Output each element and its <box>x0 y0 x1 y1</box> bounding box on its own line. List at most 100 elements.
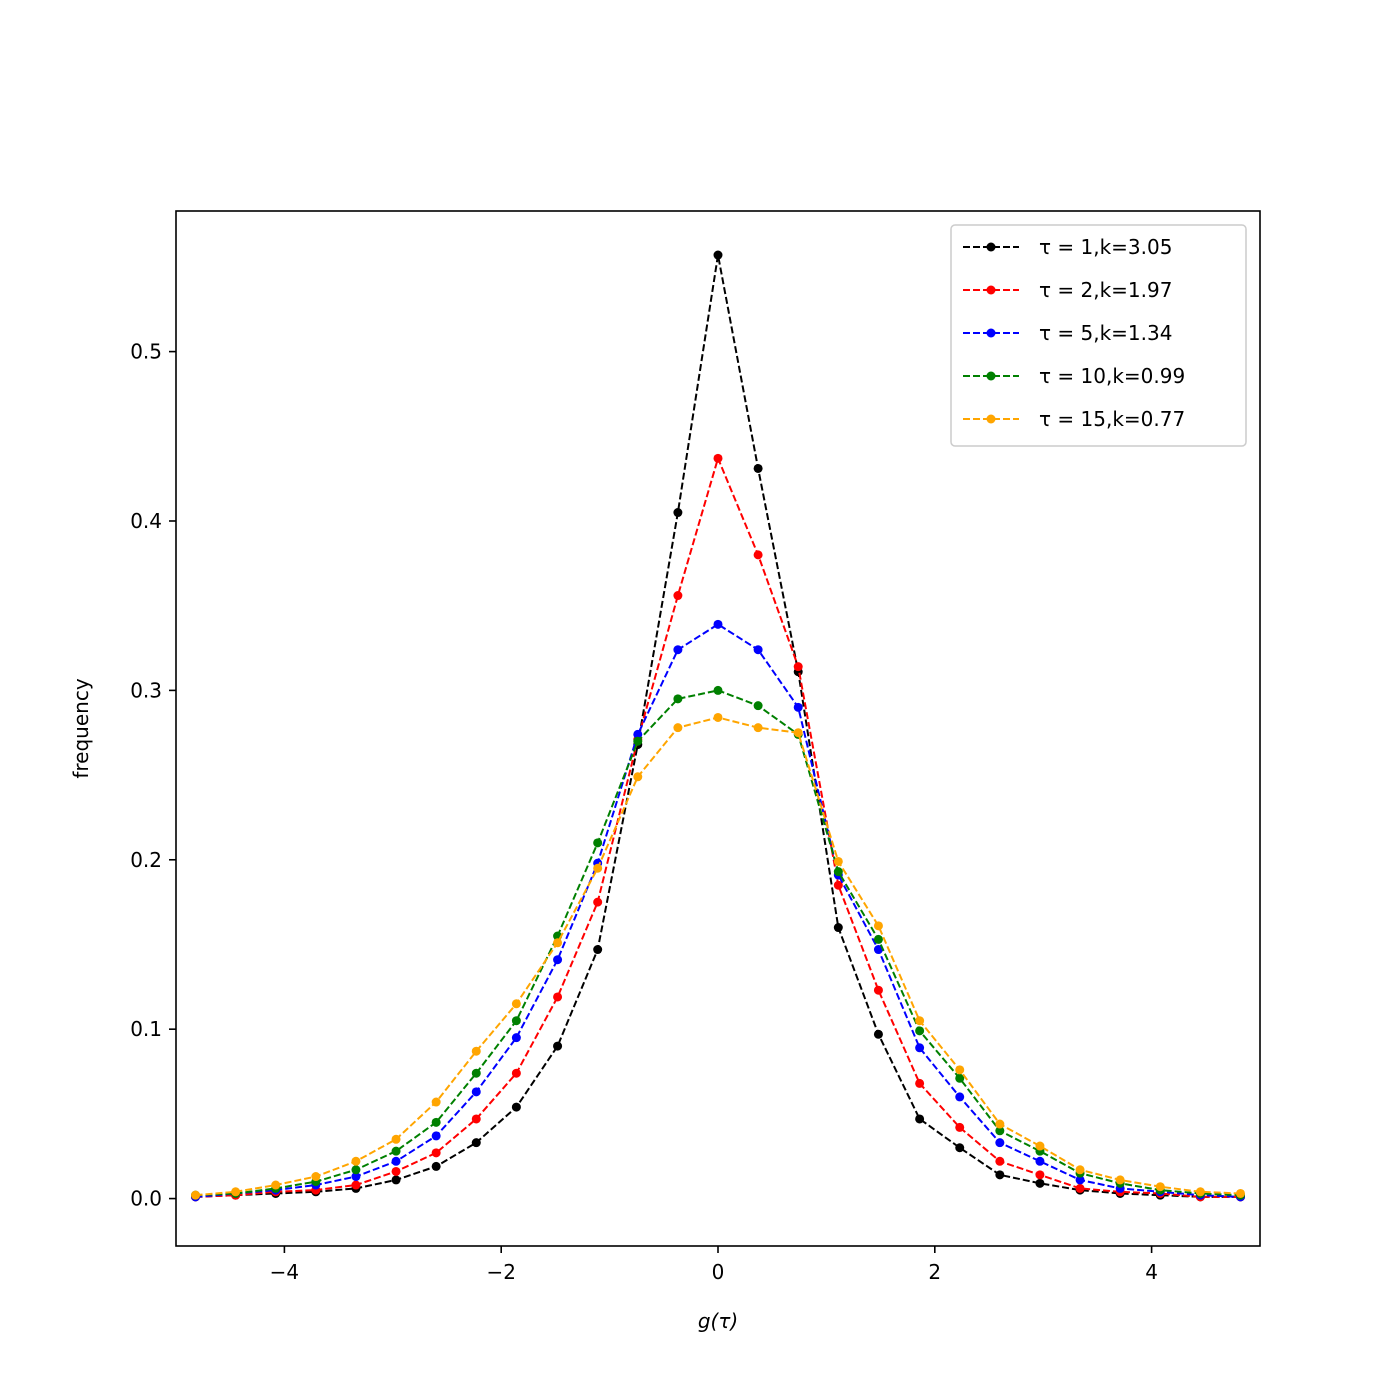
y-tick-label-1: 0.1 <box>130 1017 162 1041</box>
data-point-4-15 <box>793 728 803 738</box>
data-point-4-17 <box>873 921 883 931</box>
data-point-4-14 <box>753 723 763 733</box>
data-point-3-20 <box>995 1126 1005 1136</box>
series-line-0 <box>195 254 1241 1198</box>
data-point-4-6 <box>431 1097 441 1107</box>
data-point-3-12 <box>673 694 683 704</box>
data-point-3-19 <box>955 1073 965 1083</box>
data-point-0-12 <box>673 508 683 518</box>
legend-label-4: τ = 15,k=0.77 <box>1039 407 1185 431</box>
series-line-2 <box>195 623 1241 1198</box>
y-tick-label-5: 0.5 <box>130 340 162 364</box>
data-point-2-4 <box>351 1172 361 1182</box>
data-point-0-9 <box>553 1041 563 1051</box>
data-point-4-23 <box>1115 1175 1125 1185</box>
data-point-1-7 <box>471 1114 481 1124</box>
data-point-1-6 <box>431 1148 441 1158</box>
data-point-4-9 <box>553 938 563 948</box>
data-point-4-7 <box>471 1046 481 1056</box>
data-point-2-18 <box>915 1043 925 1053</box>
legend-label-3: τ = 10,k=0.99 <box>1039 364 1185 388</box>
data-point-1-4 <box>351 1180 361 1190</box>
legend-box <box>950 224 1247 447</box>
data-point-2-21 <box>1035 1156 1045 1166</box>
data-point-0-21 <box>1035 1178 1045 1188</box>
data-point-4-19 <box>955 1065 965 1075</box>
y-tick-label-4: 0.4 <box>130 509 162 533</box>
x-axis-label: g(τ) <box>698 1309 738 1333</box>
data-point-0-13 <box>713 250 723 260</box>
data-point-1-15 <box>793 662 803 672</box>
data-point-0-14 <box>753 463 763 473</box>
x-tick-label-4: 4 <box>1145 1260 1158 1284</box>
plot-area <box>191 250 1245 1202</box>
data-point-4-25 <box>1195 1187 1205 1197</box>
axes: −4 −2 0 2 4 0.0 0.1 0.2 0.3 0.4 0.5 g(τ) frequency <box>69 210 1261 1333</box>
data-point-1-12 <box>673 591 683 601</box>
data-point-4-2 <box>271 1180 281 1190</box>
data-point-0-8 <box>511 1102 521 1112</box>
data-point-4-26 <box>1235 1188 1245 1198</box>
data-point-1-5 <box>391 1166 401 1176</box>
data-point-4-0 <box>191 1190 201 1200</box>
data-point-4-1 <box>231 1187 241 1197</box>
data-point-1-20 <box>995 1156 1005 1166</box>
y-axis-label: frequency <box>69 678 93 778</box>
data-point-1-17 <box>873 985 883 995</box>
data-point-2-11 <box>633 729 643 739</box>
data-point-4-12 <box>673 723 683 733</box>
legend-label-2: τ = 5,k=1.34 <box>1039 321 1172 345</box>
legend: τ = 1,k=3.05 τ = 2,k=1.97 τ = 5,k=1.34 τ = … <box>950 224 1247 447</box>
data-point-4-18 <box>915 1016 925 1026</box>
data-point-4-10 <box>593 863 603 873</box>
data-point-4-16 <box>833 856 843 866</box>
data-point-3-10 <box>593 838 603 848</box>
data-point-2-17 <box>873 945 883 955</box>
data-point-4-22 <box>1075 1165 1085 1175</box>
data-point-3-13 <box>713 685 723 695</box>
data-point-4-3 <box>311 1172 321 1182</box>
x-tick-label-0: −4 <box>270 1260 299 1284</box>
legend-marker-4 <box>986 414 996 424</box>
data-point-2-9 <box>553 955 563 965</box>
data-point-0-17 <box>873 1029 883 1039</box>
data-point-2-6 <box>431 1131 441 1141</box>
data-point-3-6 <box>431 1117 441 1127</box>
data-point-3-18 <box>915 1026 925 1036</box>
data-point-0-18 <box>915 1114 925 1124</box>
x-tick-label-2: 0 <box>712 1260 725 1284</box>
data-point-1-16 <box>833 880 843 890</box>
data-point-3-5 <box>391 1146 401 1156</box>
data-point-2-5 <box>391 1156 401 1166</box>
data-point-0-19 <box>955 1143 965 1153</box>
data-point-2-15 <box>793 702 803 712</box>
data-point-2-22 <box>1075 1175 1085 1185</box>
data-point-1-22 <box>1075 1183 1085 1193</box>
x-tick-label-3: 2 <box>928 1260 941 1284</box>
data-point-4-4 <box>351 1156 361 1166</box>
data-point-3-7 <box>471 1068 481 1078</box>
data-point-1-9 <box>553 992 563 1002</box>
data-point-1-13 <box>713 453 723 463</box>
data-point-3-17 <box>873 934 883 944</box>
data-point-0-6 <box>431 1161 441 1171</box>
data-point-4-21 <box>1035 1141 1045 1151</box>
legend-marker-0 <box>986 242 996 252</box>
data-point-3-11 <box>633 736 643 746</box>
data-point-1-18 <box>915 1078 925 1088</box>
data-point-2-19 <box>955 1092 965 1102</box>
y-tick-label-3: 0.3 <box>130 678 162 702</box>
data-point-4-20 <box>995 1119 1005 1129</box>
data-point-2-13 <box>713 619 723 629</box>
y-tick-label-0: 0.0 <box>130 1187 162 1211</box>
data-point-1-8 <box>511 1068 521 1078</box>
data-point-3-16 <box>833 867 843 877</box>
legend-marker-2 <box>986 328 996 338</box>
data-point-2-8 <box>511 1033 521 1043</box>
data-point-1-19 <box>955 1122 965 1132</box>
y-tick-label-2: 0.2 <box>130 848 162 872</box>
data-point-1-21 <box>1035 1170 1045 1180</box>
data-point-0-16 <box>833 923 843 933</box>
data-point-2-7 <box>471 1087 481 1097</box>
